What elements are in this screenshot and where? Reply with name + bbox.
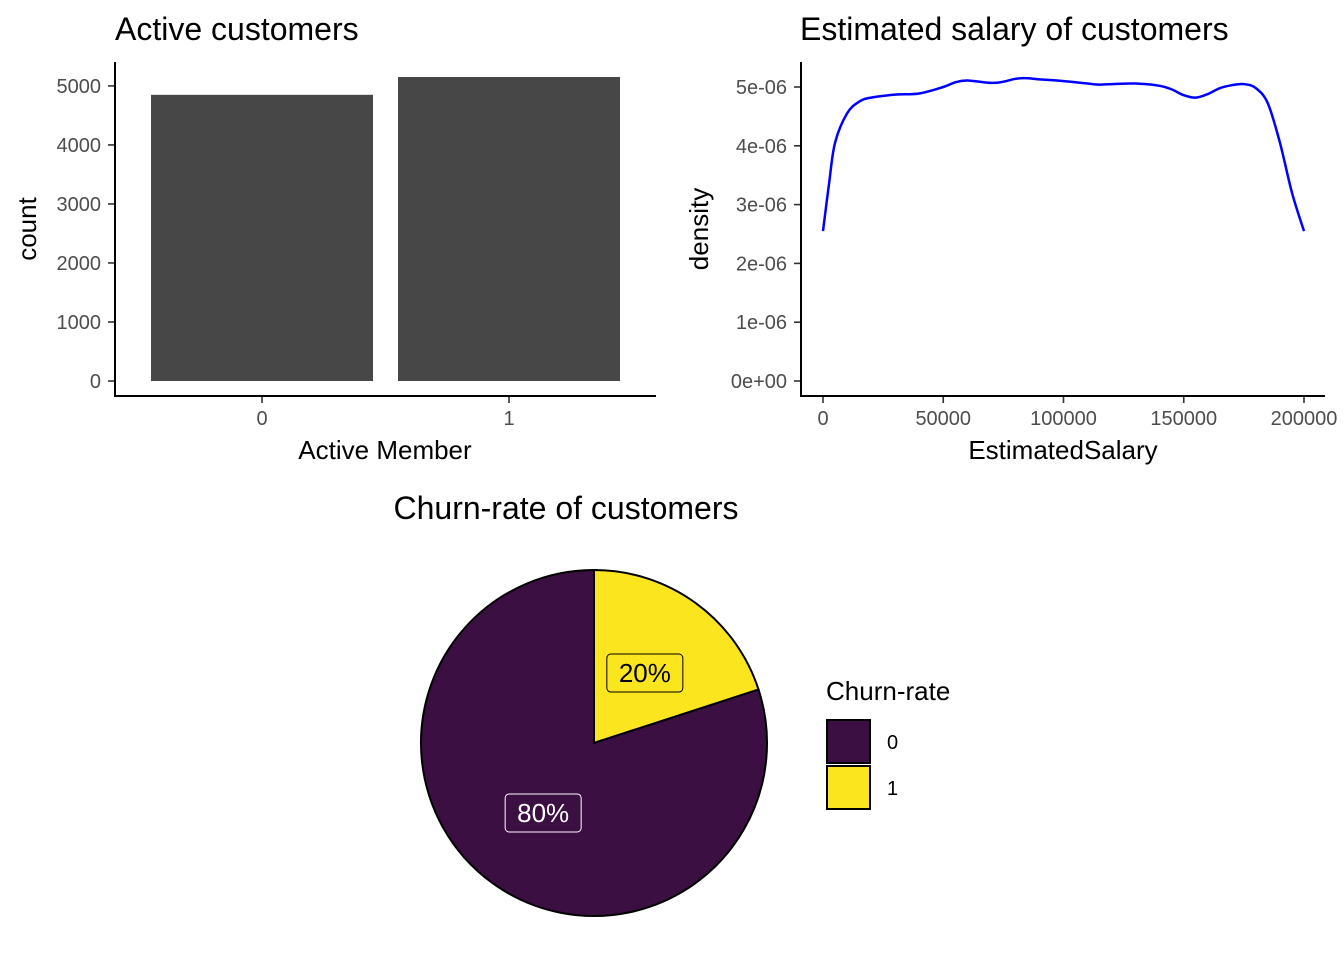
density-y-axis-ticks: 0e+00 1e-06 2e-06 3e-06 4e-06 5e-06 xyxy=(731,77,801,393)
pie-chart-title: Churn-rate of customers xyxy=(393,490,738,526)
density-x-tick-label: 200000 xyxy=(1271,408,1338,430)
bar-y-tick-label: 0 xyxy=(90,371,101,393)
pie-label-box-0 xyxy=(504,793,582,833)
legend: 01 xyxy=(826,719,898,810)
density-chart-panel: Estimated salary of customers 0e+00 1e-06… xyxy=(684,11,1337,465)
bar-x-tick-label: 1 xyxy=(503,408,514,430)
pie-label-0: 80% xyxy=(517,798,569,828)
bar-y-tick-label: 1000 xyxy=(57,312,102,334)
pie-label-1: 20% xyxy=(619,658,671,688)
density-y-tick-label: 0e+00 xyxy=(731,371,787,393)
density-x-axis-ticks: 0 50000 100000 150000 200000 xyxy=(817,396,1337,430)
bar-x-tick-label: 0 xyxy=(256,408,267,430)
bar-series xyxy=(151,77,620,381)
bar-y-axis-ticks: 0 1000 2000 3000 4000 5000 xyxy=(57,76,115,393)
density-y-tick-label: 5e-06 xyxy=(736,77,787,99)
bar-x-axis-title: Active Member xyxy=(298,435,472,465)
legend-label-0: 0 xyxy=(887,732,898,754)
bar-0 xyxy=(151,94,373,381)
pie-chart-panel: Churn-rate of customers 20% 80% Churn-rat… xyxy=(393,490,950,917)
legend-swatch-0 xyxy=(826,719,871,764)
bar-chart-panel: Active customers 0 1000 2000 3000 4000 5000 0… xyxy=(12,11,656,465)
density-y-tick-label: 1e-06 xyxy=(736,312,787,334)
density-line xyxy=(821,76,1306,232)
density-x-tick-label: 100000 xyxy=(1030,408,1097,430)
density-y-tick-label: 3e-06 xyxy=(736,195,787,217)
density-x-tick-label: 0 xyxy=(817,408,828,430)
pie-labels: 20% 80% xyxy=(504,653,684,833)
density-y-axis-title: density xyxy=(684,188,714,270)
legend-label-1: 1 xyxy=(887,778,898,800)
bar-chart-title: Active customers xyxy=(115,11,359,47)
pie-slices xyxy=(419,568,768,917)
bar-y-tick-label: 5000 xyxy=(57,76,102,98)
bar-y-axis-title: count xyxy=(12,196,42,260)
bar-y-tick-label: 2000 xyxy=(57,253,102,275)
legend-swatch-1 xyxy=(826,765,871,810)
bar-1 xyxy=(398,77,620,381)
density-chart-title: Estimated salary of customers xyxy=(800,11,1229,47)
bar-y-tick-label: 3000 xyxy=(57,194,102,216)
bar-y-tick-label: 4000 xyxy=(57,135,102,157)
density-x-tick-label: 50000 xyxy=(915,408,971,430)
density-y-tick-label: 2e-06 xyxy=(736,253,787,275)
density-y-tick-label: 4e-06 xyxy=(736,136,787,158)
legend-title: Churn-rate xyxy=(826,676,950,706)
density-x-tick-label: 150000 xyxy=(1150,408,1217,430)
density-x-axis-title: EstimatedSalary xyxy=(968,435,1157,465)
pie-label-box-1 xyxy=(606,653,684,693)
